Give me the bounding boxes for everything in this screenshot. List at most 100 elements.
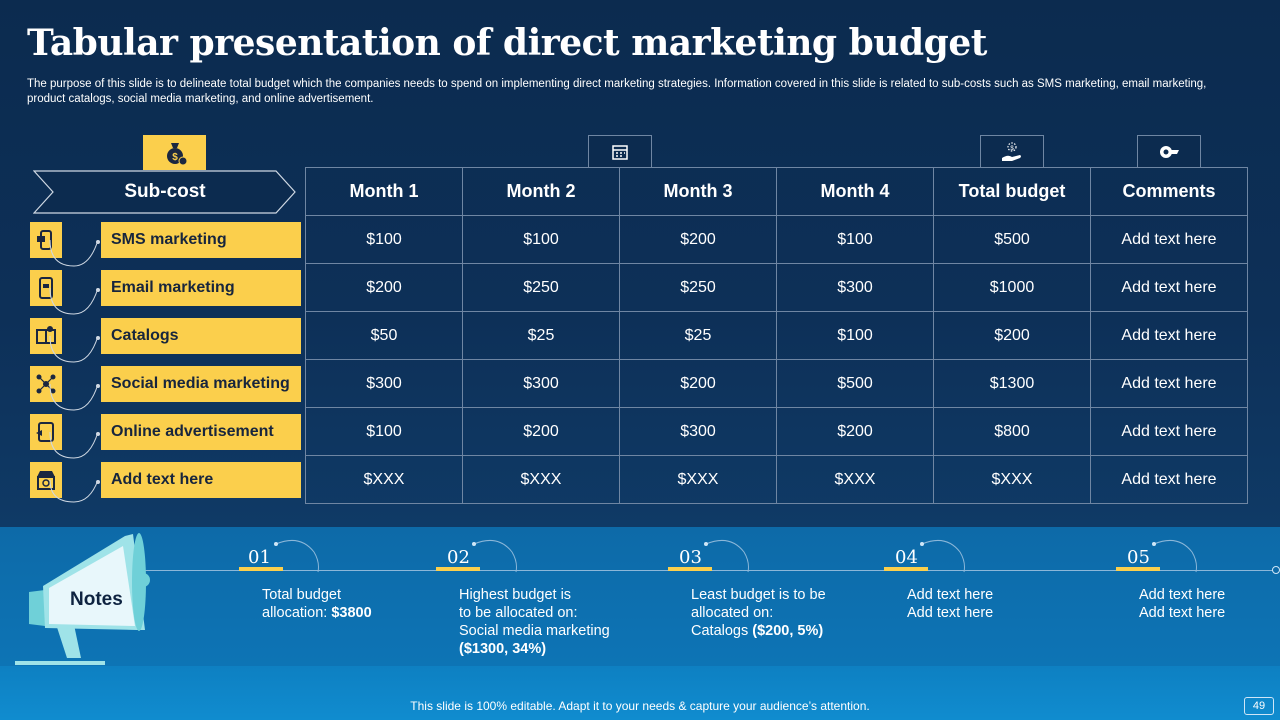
step-highlight: ($1300, 34%) [459, 641, 547, 657]
connector-line [49, 384, 100, 411]
table-cell: $300 [462, 359, 620, 408]
table-cell: Add text here [1090, 215, 1248, 264]
table-cell: $300 [305, 359, 463, 408]
table-cell: $25 [619, 311, 777, 360]
step-line: ($1300, 34%) [459, 640, 610, 658]
table-cell: Add text here [1090, 311, 1248, 360]
step-number-04: 04 [895, 547, 918, 568]
page-number: 49 [1244, 697, 1274, 715]
step-arc [274, 539, 319, 573]
table-header-row: Month 1 Month 2 Month 3 Month 4 Total bu… [305, 167, 1248, 216]
table-row: $100 $100 $200 $100 $500 Add text here [305, 215, 1248, 264]
svg-text:$: $ [172, 152, 178, 163]
table-row: $XXX $XXX $XXX $XXX $XXX Add text here [305, 455, 1248, 504]
store-icon [30, 462, 62, 498]
step-bar [884, 567, 928, 571]
table-cell: $XXX [776, 455, 934, 504]
table-row: $50 $25 $25 $100 $200 Add text here [305, 311, 1248, 360]
table-cell: $100 [305, 215, 463, 264]
step-text-05: Add text here Add text here [1139, 586, 1225, 622]
step-line: Add text here [1139, 605, 1226, 621]
step-bar [668, 567, 712, 571]
header-month-4: Month 4 [776, 167, 934, 216]
step-bar [1116, 567, 1160, 571]
step-arc [920, 539, 965, 573]
comment-hand-icon [1137, 135, 1201, 168]
calendar-icon [588, 135, 652, 168]
mobile-mail-icon [30, 270, 62, 306]
step-bar [239, 567, 283, 571]
phone-icon [30, 222, 62, 258]
table-cell: Add text here [1090, 263, 1248, 312]
table-cell: $300 [619, 407, 777, 456]
step-text-04: Add text here Add text here [907, 586, 993, 622]
table-cell: $500 [776, 359, 934, 408]
timeline-end-dot [1272, 566, 1280, 574]
table-cell: $250 [619, 263, 777, 312]
step-number-03: 03 [679, 547, 702, 568]
step-text-03: Least budget is to be allocated on: Cata… [691, 586, 826, 640]
subcost-header: Sub-cost [33, 170, 297, 214]
step-line: Add text here [907, 587, 994, 603]
step-arc [1152, 539, 1197, 573]
table-cell: Add text here [1090, 407, 1248, 456]
tablet-ad-icon [30, 414, 62, 450]
table-cell: $200 [776, 407, 934, 456]
table-cell: $100 [305, 407, 463, 456]
megaphone-icon [15, 533, 150, 665]
subcost-header-label: Sub-cost [124, 181, 206, 202]
step-text-01: Total budget allocation: $3800 [262, 586, 372, 622]
svg-text:$: $ [1010, 146, 1014, 152]
table-cell: Add text here [1090, 455, 1248, 504]
subcost-label-catalogs: Catalogs [101, 318, 301, 354]
notes-label: Notes [70, 589, 123, 610]
hand-money-icon: $ [980, 135, 1044, 168]
step-number-01: 01 [248, 547, 271, 568]
table-row: $100 $200 $300 $200 $800 Add text here [305, 407, 1248, 456]
connector-line [49, 480, 100, 503]
step-line: Social media marketing [459, 623, 610, 639]
subcost-label-other: Add text here [101, 462, 301, 498]
subcost-label-social: Social media marketing [101, 366, 301, 402]
table-cell: $300 [776, 263, 934, 312]
table-cell: $800 [933, 407, 1091, 456]
budget-table: Month 1 Month 2 Month 3 Month 4 Total bu… [305, 167, 1248, 504]
step-line: Catalogs ($200, 5%) [691, 622, 826, 640]
step-line: Highest budget is [459, 587, 572, 603]
table-cell: $250 [462, 263, 620, 312]
step-line: Total budget [262, 587, 342, 603]
slide-title: Tabular presentation of direct marketing… [27, 22, 987, 64]
table-cell: $200 [933, 311, 1091, 360]
step-arc [472, 539, 517, 573]
footer-background [0, 666, 1280, 720]
table-cell: $200 [462, 407, 620, 456]
table-cell: $200 [619, 215, 777, 264]
step-line-part: Catalogs [691, 623, 753, 639]
table-cell: $100 [776, 215, 934, 264]
connector-line [49, 240, 100, 267]
header-month-2: Month 2 [462, 167, 620, 216]
step-highlight: ($200, 5%) [752, 623, 824, 639]
table-cell: $100 [776, 311, 934, 360]
step-highlight: $3800 [331, 605, 372, 621]
table-cell: $XXX [933, 455, 1091, 504]
step-number-02: 02 [447, 547, 470, 568]
connector-line [49, 288, 100, 315]
step-bar [436, 567, 480, 571]
table-cell: $25 [462, 311, 620, 360]
connector-line [49, 432, 100, 459]
step-line: Add text here [1139, 587, 1226, 603]
step-line-part: allocation: [262, 605, 332, 621]
table-row: $200 $250 $250 $300 $1000 Add text here [305, 263, 1248, 312]
step-line: to be allocated on: [459, 605, 578, 621]
catalog-icon [30, 318, 62, 354]
step-arc [704, 539, 749, 573]
step-text-02: Highest budget is to be allocated on: So… [459, 586, 610, 658]
subcost-label-sms: SMS marketing [101, 222, 301, 258]
table-cell: $XXX [462, 455, 620, 504]
table-cell: $500 [933, 215, 1091, 264]
header-month-1: Month 1 [305, 167, 463, 216]
subcost-label-online: Online advertisement [101, 414, 301, 450]
table-cell: $1300 [933, 359, 1091, 408]
table-cell: $50 [305, 311, 463, 360]
